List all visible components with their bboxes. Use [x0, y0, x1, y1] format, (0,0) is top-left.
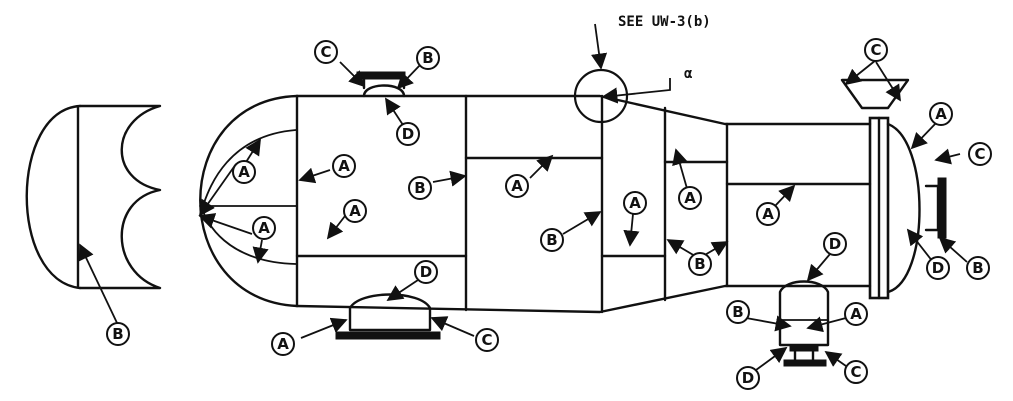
svg-text:B: B [972, 259, 983, 277]
svg-text:C: C [850, 363, 861, 381]
vessel-shell [199, 94, 921, 314]
svg-text:A: A [935, 105, 947, 123]
label-b-shell-2: B [540, 228, 564, 252]
label-a-shell-1: A [332, 154, 356, 178]
top-right-saddle [840, 78, 910, 110]
label-c-bottom-nozzle: C [475, 328, 499, 352]
svg-text:B: B [414, 179, 425, 197]
svg-text:C: C [320, 43, 331, 61]
svg-text:C: C [870, 41, 881, 59]
label-b-cone: B [688, 252, 712, 276]
svg-text:A: A [338, 157, 350, 175]
label-d-lower-nozzle-bottom: D [736, 366, 760, 390]
svg-text:D: D [742, 369, 754, 387]
label-b-right-head: B [966, 256, 990, 280]
svg-text:D: D [829, 235, 841, 253]
bottom-nozzle [335, 293, 441, 340]
see-reference-note: SEE UW-3(b) [618, 14, 711, 30]
label-a-cone: A [678, 186, 702, 210]
svg-text:A: A [511, 177, 523, 195]
svg-text:A: A [258, 219, 270, 237]
svg-text:A: A [684, 189, 696, 207]
svg-text:A: A [277, 335, 289, 353]
svg-text:B: B [694, 255, 705, 273]
svg-text:A: A [762, 205, 774, 223]
svg-text:A: A [850, 305, 862, 323]
head-detail-view [25, 104, 162, 290]
label-b-detail: B [106, 322, 130, 346]
svg-text:D: D [420, 263, 432, 281]
svg-text:B: B [546, 231, 557, 249]
label-d-right-head: D [926, 256, 950, 280]
right-head-nozzle [924, 177, 947, 239]
svg-text:D: D [932, 259, 944, 277]
label-b-top-nozzle: B [416, 46, 440, 70]
svg-text:A: A [349, 202, 361, 220]
label-c-lower-nozzle: C [844, 360, 868, 384]
svg-text:C: C [481, 331, 492, 349]
label-c-saddle: C [864, 38, 888, 62]
label-a-right-head: A [929, 102, 953, 126]
label-a-shell-2: A [343, 199, 367, 223]
alpha-angle-label: α [684, 66, 692, 82]
detail-circle [573, 68, 629, 124]
svg-text:A: A [629, 194, 641, 212]
label-a-lower-nozzle: A [844, 302, 868, 326]
label-d-top-nozzle: D [396, 122, 420, 146]
label-a-head-2: A [252, 216, 276, 240]
label-d-lower-nozzle-top: D [823, 232, 847, 256]
svg-text:A: A [238, 163, 250, 181]
svg-text:B: B [732, 303, 743, 321]
category-labels: B C B D A A A A B A B A A B A C A C D B … [106, 38, 992, 390]
svg-text:D: D [402, 125, 414, 143]
label-c-top-nozzle: C [314, 40, 338, 64]
label-a-shell-3: A [505, 174, 529, 198]
label-d-bottom-nozzle: D [414, 260, 438, 284]
label-a-shell-5: A [756, 202, 780, 226]
svg-text:B: B [112, 325, 123, 343]
label-a-head-1: A [232, 160, 256, 184]
leader-lines [78, 23, 968, 371]
svg-text:C: C [974, 145, 985, 163]
label-b-shell-1: B [408, 176, 432, 200]
label-c-right-nozzle: C [968, 142, 992, 166]
label-a-shell-4: A [623, 191, 647, 215]
label-b-lower-nozzle: B [726, 300, 750, 324]
top-nozzle [356, 71, 406, 98]
label-a-bottom-nozzle: A [271, 332, 295, 356]
svg-text:B: B [422, 49, 433, 67]
